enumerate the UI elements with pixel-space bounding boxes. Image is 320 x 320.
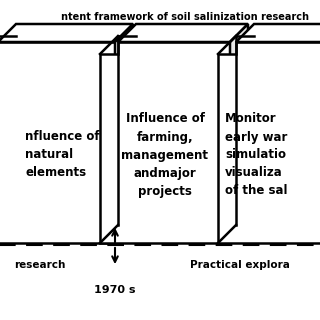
Text: Practical explora: Practical explora (190, 260, 290, 270)
Polygon shape (218, 42, 320, 243)
Text: Influence of
farming,
management
andmajor
projects: Influence of farming, management andmajo… (122, 113, 209, 197)
Text: Monitor
early war
simulatio
visualiza
of the sal: Monitor early war simulatio visualiza of… (225, 113, 287, 197)
Text: nfluence of
natural
elements: nfluence of natural elements (25, 131, 100, 180)
Text: ntent framework of soil salinization research: ntent framework of soil salinization res… (61, 12, 309, 22)
Polygon shape (0, 42, 115, 243)
Polygon shape (230, 24, 248, 243)
Text: research: research (14, 260, 66, 270)
Text: 1970 s: 1970 s (94, 285, 136, 295)
Polygon shape (100, 42, 230, 243)
Polygon shape (236, 24, 320, 42)
Polygon shape (0, 24, 133, 42)
Polygon shape (118, 24, 248, 42)
Polygon shape (115, 24, 133, 243)
